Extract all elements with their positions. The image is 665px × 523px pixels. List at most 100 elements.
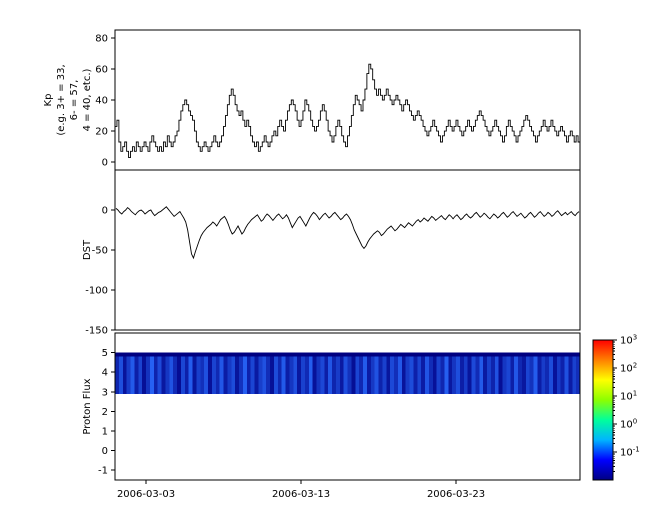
- flux-column: [142, 356, 147, 394]
- flux-column: [428, 356, 434, 394]
- flux-column: [219, 356, 224, 394]
- flux-column: [366, 356, 372, 394]
- flux-column: [440, 356, 445, 394]
- flux-column: [250, 356, 255, 394]
- flux-column: [386, 356, 391, 394]
- flux-column: [239, 356, 244, 394]
- y-tick-label: 80: [95, 33, 108, 44]
- y-tick-label: 2: [102, 407, 108, 418]
- flux-column: [467, 356, 472, 394]
- flux-column: [324, 356, 329, 394]
- flux-column: [332, 356, 337, 394]
- flux-column: [459, 356, 465, 394]
- dst-line: [115, 206, 580, 260]
- flux-column: [413, 356, 418, 394]
- flux-column: [490, 356, 496, 394]
- flux-column: [235, 356, 240, 394]
- flux-column: [320, 356, 325, 394]
- flux-column: [161, 356, 166, 394]
- flux-column: [266, 356, 271, 394]
- flux-column: [552, 356, 558, 394]
- flux-column: [304, 356, 310, 394]
- flux-column: [211, 356, 217, 394]
- flux-column: [242, 356, 248, 394]
- flux-column: [397, 356, 403, 394]
- flux-column: [390, 356, 395, 394]
- y-tick-label: -50: [92, 246, 108, 257]
- flux-column: [363, 356, 368, 394]
- flux-column: [549, 356, 554, 394]
- flux-column: [421, 356, 426, 394]
- y-tick-label: -100: [85, 286, 108, 297]
- flux-column: [215, 356, 221, 394]
- flux-column: [270, 356, 275, 394]
- flux-column: [343, 356, 348, 394]
- flux-column: [401, 356, 407, 394]
- flux-column: [146, 356, 151, 394]
- y-tick-label: 4: [102, 368, 108, 379]
- y-tick-label: 0: [102, 206, 108, 217]
- panel-border: [114, 169, 581, 331]
- flux-column: [126, 356, 131, 394]
- flux-column: [409, 356, 414, 394]
- flux-column: [444, 356, 449, 394]
- proton-flux-ylabel: Proton Flux: [82, 378, 93, 434]
- flux-column: [165, 356, 170, 394]
- flux-column: [118, 356, 124, 394]
- kp-ylabel-line-0: Kp: [43, 94, 54, 107]
- flux-column: [180, 356, 186, 394]
- y-tick-label: 20: [95, 127, 108, 138]
- flux-column: [537, 356, 542, 394]
- flux-column: [541, 356, 546, 394]
- flux-column: [254, 356, 259, 394]
- flux-column: [378, 356, 383, 394]
- flux-column: [297, 356, 302, 394]
- x-tick-label: 2006-03-23: [427, 489, 485, 500]
- flux-column: [122, 356, 128, 394]
- flux-column: [115, 356, 120, 394]
- flux-column: [347, 356, 352, 394]
- flux-column: [529, 356, 534, 394]
- flux-column: [169, 356, 174, 394]
- flux-column: [200, 356, 205, 394]
- colorbar-tick-label: 103: [620, 334, 637, 347]
- flux-column: [301, 356, 306, 394]
- flux-column: [483, 356, 488, 394]
- flux-column: [134, 356, 139, 394]
- flux-column: [273, 356, 279, 394]
- flux-column: [502, 356, 507, 394]
- proton-flux-band: [115, 352, 581, 394]
- colorbar-tick-label: 101: [620, 390, 637, 403]
- flux-column: [568, 356, 573, 394]
- flux-column: [359, 356, 364, 394]
- flux-column: [514, 356, 519, 394]
- kp-ylabel-line-3: 4 = 40, etc.): [82, 68, 93, 131]
- colorbar-tick-label: 102: [620, 362, 637, 375]
- flux-column: [518, 356, 523, 394]
- flux-column: [576, 356, 581, 394]
- flux-column: [130, 356, 135, 394]
- dst-ylabel: DST: [82, 239, 93, 260]
- y-tick-label: 0: [102, 158, 108, 169]
- flux-column: [521, 356, 527, 394]
- flux-column: [149, 356, 155, 394]
- flux-column: [328, 356, 333, 394]
- flux-column: [382, 356, 387, 394]
- x-tick-label: 2006-03-13: [272, 489, 330, 500]
- flux-column: [231, 356, 236, 394]
- flux-column: [262, 356, 267, 394]
- y-tick-label: 0: [102, 446, 108, 457]
- flux-column: [560, 356, 565, 394]
- flux-column: [277, 356, 283, 394]
- flux-column: [545, 356, 550, 394]
- flux-column: [184, 356, 190, 394]
- flux-column: [525, 356, 531, 394]
- flux-column: [192, 356, 197, 394]
- flux-column: [572, 356, 577, 394]
- flux-column: [351, 356, 356, 394]
- flux-column: [494, 356, 500, 394]
- flux-column: [258, 356, 263, 394]
- axes: [111, 29, 581, 481]
- flux-column: [556, 356, 562, 394]
- y-tick-label: 5: [102, 348, 108, 359]
